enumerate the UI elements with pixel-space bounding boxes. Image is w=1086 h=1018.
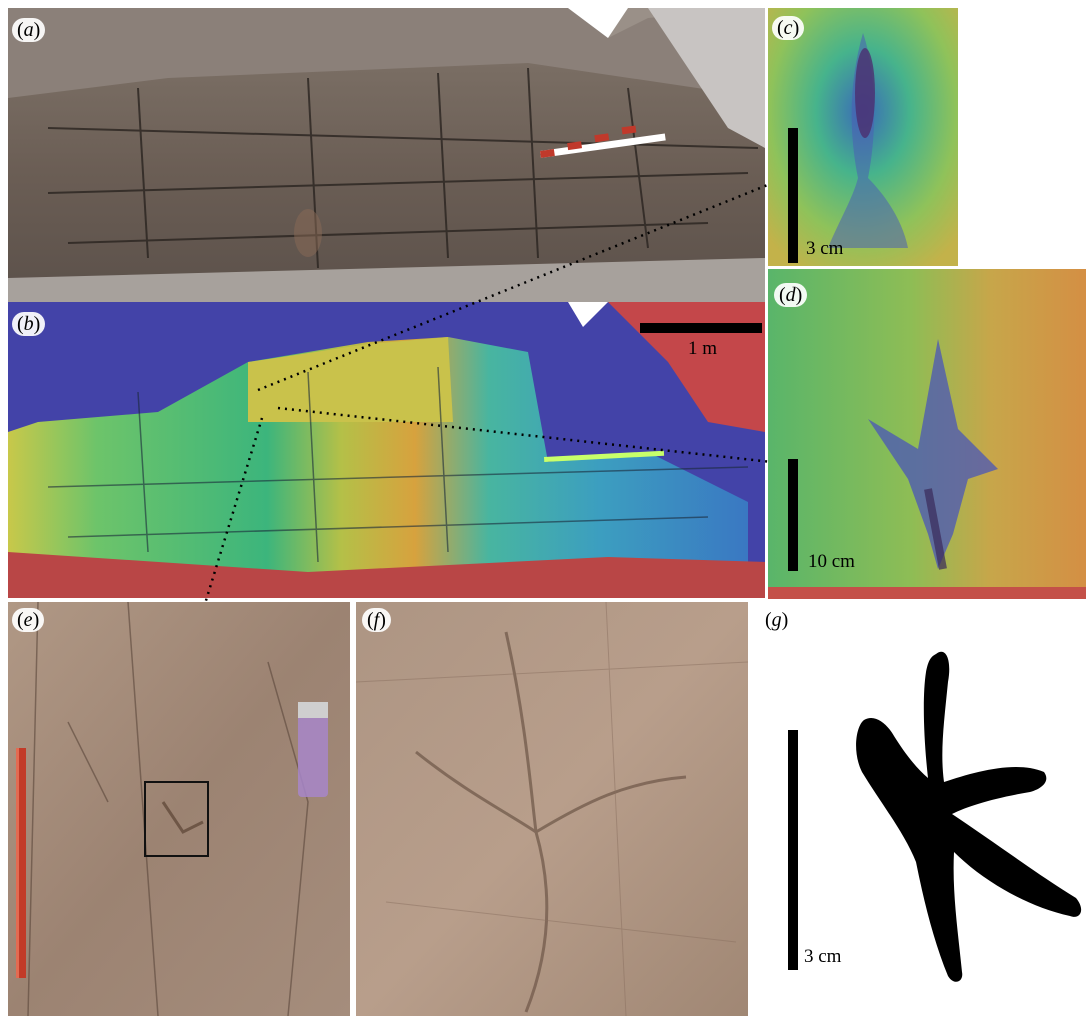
panel-b-label: (b) <box>12 312 46 336</box>
panel-g-outline: (g) 3 cm <box>754 602 1086 1016</box>
panel-e-photo: (e) <box>8 602 350 1016</box>
panel-b-heightmap: (b) 1 m <box>8 302 765 598</box>
panel-a-label: (a) <box>12 18 46 42</box>
footprint-outline-drawing <box>856 651 1082 982</box>
panel-b-scale-text: 1 m <box>688 338 718 359</box>
panel-a-image <box>8 8 765 302</box>
panel-b-image <box>8 302 765 598</box>
panel-g-scale-text: 3 cm <box>804 946 842 967</box>
panel-d-scale-text: 10 cm <box>808 551 855 572</box>
panel-d-image <box>768 269 1086 599</box>
panel-c-label: (c) <box>772 16 805 40</box>
panel-g-label: (g) <box>765 609 789 631</box>
panel-c-scale-bar <box>788 128 798 263</box>
panel-e-label: (e) <box>12 608 45 632</box>
panel-b-scale-bar <box>640 323 762 333</box>
panel-e-image <box>8 602 350 1016</box>
panel-c-scale-text: 3 cm <box>806 238 844 259</box>
panel-d-scale-bar <box>788 459 798 571</box>
panel-d-label: (d) <box>774 283 808 307</box>
panel-g-scale-bar <box>788 730 798 970</box>
panel-f-image <box>356 602 748 1016</box>
panel-f-label: (f) <box>362 608 391 632</box>
panel-c-heightmap: (c) 3 cm <box>768 8 958 266</box>
panel-d-heightmap: (d) 10 cm <box>768 269 1086 599</box>
panel-c-image <box>768 8 958 266</box>
panel-f-photo: (f) <box>356 602 748 1016</box>
panel-a-photo: (a) <box>8 8 765 302</box>
